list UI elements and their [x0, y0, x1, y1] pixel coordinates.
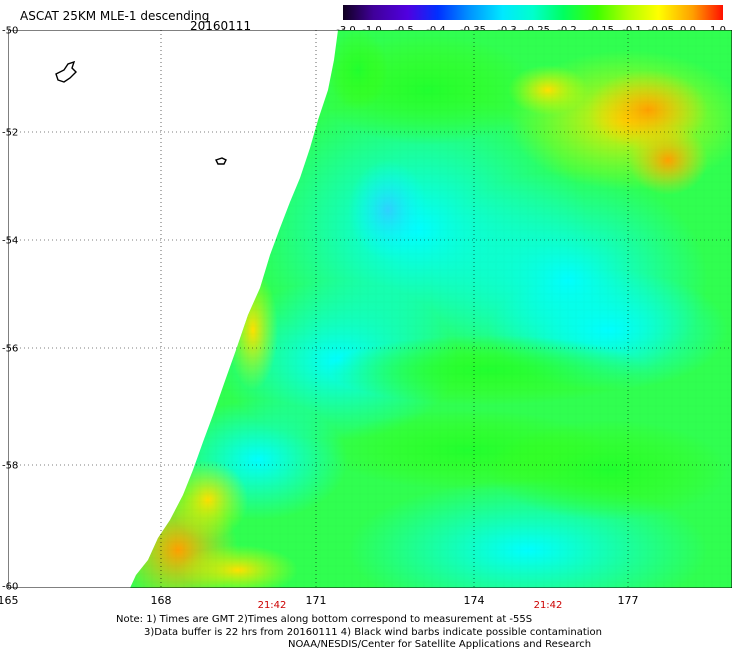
- latitude-label: -56: [2, 343, 19, 355]
- latitude-label: -50: [2, 25, 19, 37]
- longitude-label: 177: [617, 594, 639, 607]
- time-label: 21:42: [257, 600, 287, 611]
- latitude-label: -54: [2, 235, 19, 247]
- island-outline: [55, 60, 77, 83]
- wind-swath: [130, 30, 732, 588]
- graticule: [8, 30, 732, 588]
- latitude-label: -60: [2, 581, 19, 593]
- wind-field-map: [8, 30, 732, 588]
- longitude-label: 171: [305, 594, 327, 607]
- map-title: ASCAT 25KM MLE-1 descending: [20, 9, 210, 23]
- latitude-label: -52: [2, 127, 19, 139]
- island-outline: [215, 157, 227, 165]
- note-line-2: 3)Data buffer is 22 hrs from 20160111 4)…: [144, 627, 602, 638]
- longitude-label: 168: [150, 594, 172, 607]
- longitude-label: 165: [0, 594, 19, 607]
- note-line-3: NOAA/NESDIS/Center for Satellite Applica…: [288, 639, 592, 650]
- colorbar: [343, 5, 723, 20]
- time-label: 21:42: [533, 600, 563, 611]
- longitude-label: 174: [463, 594, 485, 607]
- latitude-label: -58: [2, 460, 19, 472]
- note-line-1: Note: 1) Times are GMT 2)Times along bot…: [116, 614, 533, 625]
